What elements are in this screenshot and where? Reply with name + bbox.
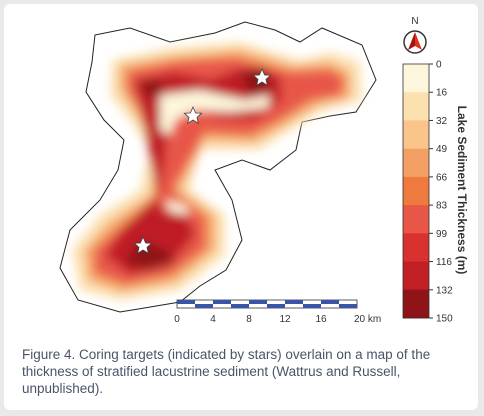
colorbar-tick-label: 16 — [436, 88, 448, 99]
colorbar-tick-label: 83 — [436, 201, 448, 212]
thickness-field — [72, 42, 362, 300]
scale-bar-segment — [285, 300, 303, 304]
north-label: N — [411, 16, 418, 27]
colorbar-frame — [402, 63, 430, 319]
scale-bar-segment — [303, 304, 321, 308]
north-arrow: N — [403, 16, 427, 54]
colorbar-tick-label: 0 — [436, 60, 442, 71]
colorbar-bin — [403, 289, 429, 319]
scale-bar-segment — [195, 304, 213, 308]
colorbar-tick-label: 32 — [436, 116, 448, 127]
colorbar: 0 16 32 49 66 83 99 116 132 150 — [402, 60, 453, 325]
scale-bar-segment — [177, 300, 195, 304]
scale-bar-segment — [339, 304, 357, 308]
scale-bar-label: 4 — [210, 314, 216, 325]
star — [133, 235, 153, 255]
colorbar-bin — [403, 64, 429, 93]
caption: Figure 4. Coring targets (indicated by s… — [22, 347, 431, 396]
colorbar-bin — [403, 205, 429, 234]
colorbar-bin — [403, 233, 429, 263]
scale-bar-label: 8 — [246, 314, 252, 325]
colorbar-bin — [403, 120, 429, 150]
coring-targets — [133, 67, 272, 255]
colorbar-tick-label: 66 — [436, 172, 448, 183]
colorbar-tick-label: 116 — [436, 257, 452, 268]
scale-bar: 0 4 8 12 16 20 km — [174, 299, 381, 325]
colorbar-bin — [403, 92, 429, 121]
colorbar-tick-label: 150 — [436, 314, 453, 325]
colorbar-bin — [403, 176, 429, 206]
north-pointer — [415, 32, 422, 50]
colorbar-bin — [403, 148, 429, 178]
scale-bar-label: 20 km — [354, 314, 381, 325]
colorbar-bin — [403, 261, 429, 291]
scale-bar-label: 12 — [279, 314, 291, 325]
colorbar-tick-label: 132 — [436, 285, 453, 296]
scale-bar-segment — [321, 300, 339, 304]
scale-bar-segment — [213, 300, 231, 304]
scale-bar-label: 0 — [174, 314, 180, 325]
star — [183, 105, 203, 125]
north-pointer — [408, 32, 415, 50]
legend-title: Lake Sediment Thickness (m) — [455, 106, 469, 275]
scale-bar-segment — [249, 300, 267, 304]
map: N Lake Sediment Thickness (m) 0 16 32 49 66 8… — [59, 16, 469, 325]
scale-bar-segment — [231, 304, 249, 308]
star — [252, 67, 272, 87]
colorbar-tick-label: 99 — [436, 229, 448, 240]
scale-bar-segment — [267, 304, 285, 308]
colorbar-tick-label: 49 — [436, 144, 448, 155]
scale-bar-label: 16 — [315, 314, 327, 325]
